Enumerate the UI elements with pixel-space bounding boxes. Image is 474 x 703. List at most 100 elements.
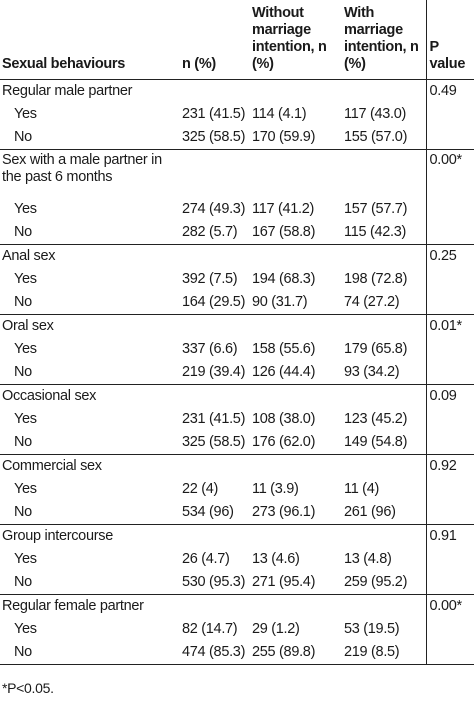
with-intention-value: 261 (96) <box>344 504 396 520</box>
empty-cell <box>250 149 342 198</box>
empty-cell <box>180 79 250 103</box>
without-intention-value: 13 (4.6) <box>252 551 300 567</box>
header-with-marriage-intention: With marriage intention, n (%) <box>342 0 426 80</box>
with-intention-value: 155 (57.0) <box>344 129 408 145</box>
empty-cell <box>342 384 426 408</box>
with-intention-value: 157 (57.7) <box>344 201 408 217</box>
category-label: Commercial sex <box>0 454 180 478</box>
empty-cell <box>342 454 426 478</box>
category-row: Regular female partner 0.00* <box>0 594 474 618</box>
yes-label: Yes <box>14 621 37 637</box>
yes-label: Yes <box>14 481 37 497</box>
yes-label: Yes <box>14 551 37 567</box>
without-intention-value: 126 (44.4) <box>252 364 316 380</box>
with-intention-value: 259 (95.2) <box>344 574 408 590</box>
empty-cell <box>180 384 250 408</box>
without-intention-value: 11 (3.9) <box>252 481 299 497</box>
without-intention-value: 108 (38.0) <box>252 411 316 427</box>
no-row: No 530 (95.3) 271 (95.4) 259 (95.2) <box>0 571 474 595</box>
total-value: 274 (49.3) <box>182 201 246 217</box>
category-row: Regular male partner 0.49 <box>0 79 474 103</box>
empty-cell <box>180 314 250 338</box>
total-value: 325 (58.5) <box>182 434 246 450</box>
with-intention-value: 53 (19.5) <box>344 621 400 637</box>
empty-cell <box>250 524 342 548</box>
without-intention-value: 29 (1.2) <box>252 621 300 637</box>
without-intention-value: 273 (96.1) <box>252 504 316 520</box>
header-sexual-behaviours: Sexual behaviours <box>0 0 180 80</box>
without-intention-value: 194 (68.3) <box>252 271 316 287</box>
no-label: No <box>14 434 32 450</box>
category-label: Oral sex <box>0 314 180 338</box>
yes-row: Yes 337 (6.6) 158 (55.6) 179 (65.8) <box>0 338 474 361</box>
no-label: No <box>14 294 32 310</box>
empty-cell <box>425 571 474 595</box>
yes-row: Yes 231 (41.5) 114 (4.1) 117 (43.0) <box>0 103 474 126</box>
header-without-marriage-intention: Without marriage intention, n (%) <box>250 0 342 80</box>
empty-cell <box>425 103 474 126</box>
empty-cell <box>425 361 474 385</box>
header-n-percent: n (%) <box>180 0 250 80</box>
empty-cell <box>425 126 474 150</box>
footnote: *P<0.05. <box>2 680 54 696</box>
table-body: Regular male partner 0.49 Yes 231 (41.5) 114… <box>0 79 474 665</box>
yes-label: Yes <box>14 201 37 217</box>
empty-cell <box>342 594 426 618</box>
empty-cell <box>180 149 250 198</box>
with-intention-value: 149 (54.8) <box>344 434 408 450</box>
empty-cell <box>425 501 474 525</box>
no-row: No 282 (5.7) 167 (58.8) 115 (42.3) <box>0 221 474 245</box>
with-intention-value: 117 (43.0) <box>344 106 407 122</box>
empty-cell <box>180 454 250 478</box>
empty-cell <box>425 408 474 431</box>
empty-cell <box>425 548 474 571</box>
p-value: 0.00* <box>425 149 474 198</box>
empty-cell <box>250 244 342 268</box>
with-intention-value: 93 (34.2) <box>344 364 400 380</box>
empty-cell <box>425 291 474 315</box>
with-intention-value: 11 (4) <box>344 481 380 497</box>
empty-cell <box>425 221 474 245</box>
empty-cell <box>250 594 342 618</box>
yes-label: Yes <box>14 411 37 427</box>
p-value: 0.91 <box>425 524 474 548</box>
no-label: No <box>14 224 32 240</box>
total-value: 474 (85.3) <box>180 641 250 665</box>
yes-row: Yes 26 (4.7) 13 (4.6) 13 (4.8) <box>0 548 474 571</box>
total-value: 82 (14.7) <box>182 621 238 637</box>
empty-cell <box>180 524 250 548</box>
total-value: 392 (7.5) <box>182 271 238 287</box>
empty-cell <box>180 594 250 618</box>
with-intention-value: 123 (45.2) <box>344 411 408 427</box>
no-row: No 219 (39.4) 126 (44.4) 93 (34.2) <box>0 361 474 385</box>
empty-cell <box>250 314 342 338</box>
without-intention-value: 167 (58.8) <box>252 224 316 240</box>
without-intention-value: 170 (59.9) <box>252 129 316 145</box>
sexual-behaviours-table: Sexual behaviours n (%) Without marriage… <box>0 0 474 665</box>
no-row: No 325 (58.5) 176 (62.0) 149 (54.8) <box>0 431 474 455</box>
yes-row: Yes 392 (7.5) 194 (68.3) 198 (72.8) <box>0 268 474 291</box>
total-value: 534 (96) <box>182 504 234 520</box>
empty-cell <box>250 454 342 478</box>
p-value: 0.09 <box>425 384 474 408</box>
no-label: No <box>14 504 32 520</box>
no-row: No 325 (58.5) 170 (59.9) 155 (57.0) <box>0 126 474 150</box>
no-label: No <box>14 129 32 145</box>
header-p-value: P value <box>425 0 474 80</box>
total-value: 530 (95.3) <box>182 574 246 590</box>
empty-cell <box>425 618 474 641</box>
empty-cell <box>425 198 474 221</box>
no-row: No 534 (96) 273 (96.1) 261 (96) <box>0 501 474 525</box>
empty-cell <box>180 244 250 268</box>
without-intention-value: 271 (95.4) <box>252 574 316 590</box>
without-intention-value: 117 (41.2) <box>252 201 315 217</box>
without-intention-value: 114 (4.1) <box>252 106 307 122</box>
category-row: Commercial sex 0.92 <box>0 454 474 478</box>
yes-row: Yes 82 (14.7) 29 (1.2) 53 (19.5) <box>0 618 474 641</box>
total-value: 325 (58.5) <box>182 129 246 145</box>
empty-cell <box>425 431 474 455</box>
p-value: 0.25 <box>425 244 474 268</box>
empty-cell <box>342 79 426 103</box>
table-header-row: Sexual behaviours n (%) Without marriage… <box>0 0 474 80</box>
